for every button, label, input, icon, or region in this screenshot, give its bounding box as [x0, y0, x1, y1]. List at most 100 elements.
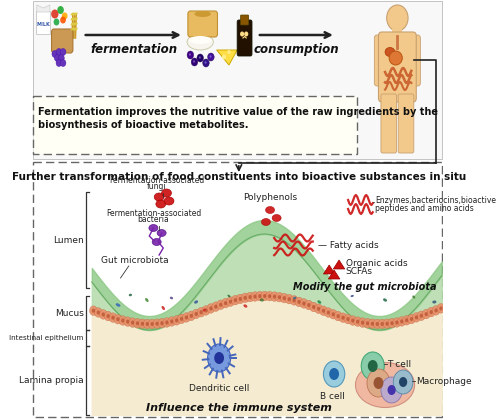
Circle shape	[52, 51, 58, 57]
Circle shape	[248, 295, 252, 299]
Circle shape	[276, 292, 283, 302]
Circle shape	[51, 10, 59, 18]
Circle shape	[54, 18, 60, 26]
Circle shape	[238, 297, 242, 301]
Circle shape	[197, 308, 205, 317]
Ellipse shape	[356, 362, 414, 408]
Circle shape	[400, 319, 404, 323]
Circle shape	[405, 318, 408, 322]
Polygon shape	[37, 5, 50, 12]
Ellipse shape	[188, 36, 212, 44]
Circle shape	[60, 16, 66, 23]
Ellipse shape	[293, 297, 296, 299]
Circle shape	[351, 318, 354, 323]
Circle shape	[381, 377, 402, 403]
Text: SCFAs: SCFAs	[346, 266, 372, 276]
Circle shape	[246, 292, 254, 302]
Circle shape	[212, 302, 220, 311]
Circle shape	[60, 49, 66, 55]
Circle shape	[172, 316, 180, 325]
Circle shape	[393, 318, 401, 327]
Circle shape	[376, 322, 379, 326]
Circle shape	[282, 296, 286, 300]
Circle shape	[339, 313, 347, 323]
Circle shape	[370, 322, 374, 326]
Text: fermentation: fermentation	[90, 43, 177, 56]
Ellipse shape	[194, 11, 211, 17]
Circle shape	[399, 377, 407, 387]
FancyBboxPatch shape	[32, 96, 357, 154]
Ellipse shape	[145, 298, 148, 302]
Ellipse shape	[154, 193, 164, 201]
Ellipse shape	[272, 215, 281, 222]
Circle shape	[398, 317, 406, 326]
Circle shape	[261, 291, 268, 301]
Circle shape	[410, 317, 413, 321]
Ellipse shape	[262, 218, 270, 225]
Circle shape	[266, 291, 274, 301]
Circle shape	[234, 298, 237, 302]
Circle shape	[190, 314, 193, 318]
Circle shape	[334, 311, 342, 321]
Circle shape	[140, 322, 144, 326]
Text: Modify the gut microbiota: Modify the gut microbiota	[293, 282, 437, 292]
Text: Dendritic cell: Dendritic cell	[189, 384, 250, 393]
Ellipse shape	[72, 23, 76, 26]
FancyBboxPatch shape	[398, 94, 414, 153]
Ellipse shape	[228, 295, 230, 297]
Circle shape	[178, 314, 186, 323]
Circle shape	[361, 352, 384, 380]
Circle shape	[427, 307, 435, 317]
Circle shape	[300, 299, 308, 308]
Ellipse shape	[149, 225, 158, 232]
Text: Enzymes,bacteriocins,bioactive: Enzymes,bacteriocins,bioactive	[375, 196, 496, 204]
Circle shape	[56, 49, 62, 55]
Circle shape	[374, 319, 381, 329]
Circle shape	[361, 321, 364, 325]
Ellipse shape	[194, 300, 198, 304]
Circle shape	[56, 59, 62, 67]
Circle shape	[388, 318, 396, 328]
Circle shape	[330, 310, 337, 319]
Circle shape	[207, 304, 215, 313]
Circle shape	[354, 317, 362, 326]
Text: Intestinal epithelium: Intestinal epithelium	[9, 335, 84, 341]
Ellipse shape	[72, 18, 76, 21]
Ellipse shape	[244, 304, 248, 308]
Circle shape	[144, 319, 151, 329]
Circle shape	[295, 297, 303, 307]
Text: MILK: MILK	[36, 21, 50, 26]
Circle shape	[226, 297, 234, 306]
Circle shape	[202, 59, 209, 67]
FancyBboxPatch shape	[374, 35, 386, 86]
Ellipse shape	[432, 300, 436, 303]
Circle shape	[307, 303, 310, 307]
Circle shape	[189, 53, 191, 56]
Circle shape	[58, 54, 64, 62]
Circle shape	[106, 314, 110, 318]
Circle shape	[199, 56, 201, 59]
Circle shape	[214, 305, 218, 309]
Circle shape	[254, 295, 256, 298]
Text: B cell: B cell	[320, 392, 345, 401]
Circle shape	[54, 54, 60, 62]
Circle shape	[168, 317, 175, 326]
Text: Fermentation improves the nutritive value of the raw ingredients by the: Fermentation improves the nutritive valu…	[38, 107, 438, 117]
Circle shape	[204, 61, 206, 64]
Polygon shape	[334, 260, 345, 269]
Circle shape	[170, 319, 173, 323]
Circle shape	[310, 302, 318, 312]
Ellipse shape	[74, 18, 78, 21]
Circle shape	[322, 309, 325, 313]
Circle shape	[112, 316, 114, 320]
Circle shape	[432, 305, 440, 315]
Circle shape	[224, 301, 227, 305]
Ellipse shape	[318, 300, 322, 304]
Ellipse shape	[70, 28, 74, 31]
Text: Organic acids: Organic acids	[346, 259, 407, 267]
Circle shape	[191, 58, 198, 66]
Circle shape	[270, 292, 278, 301]
Text: Fermentation-associated: Fermentation-associated	[109, 176, 204, 185]
Ellipse shape	[72, 13, 76, 16]
Circle shape	[251, 292, 259, 301]
